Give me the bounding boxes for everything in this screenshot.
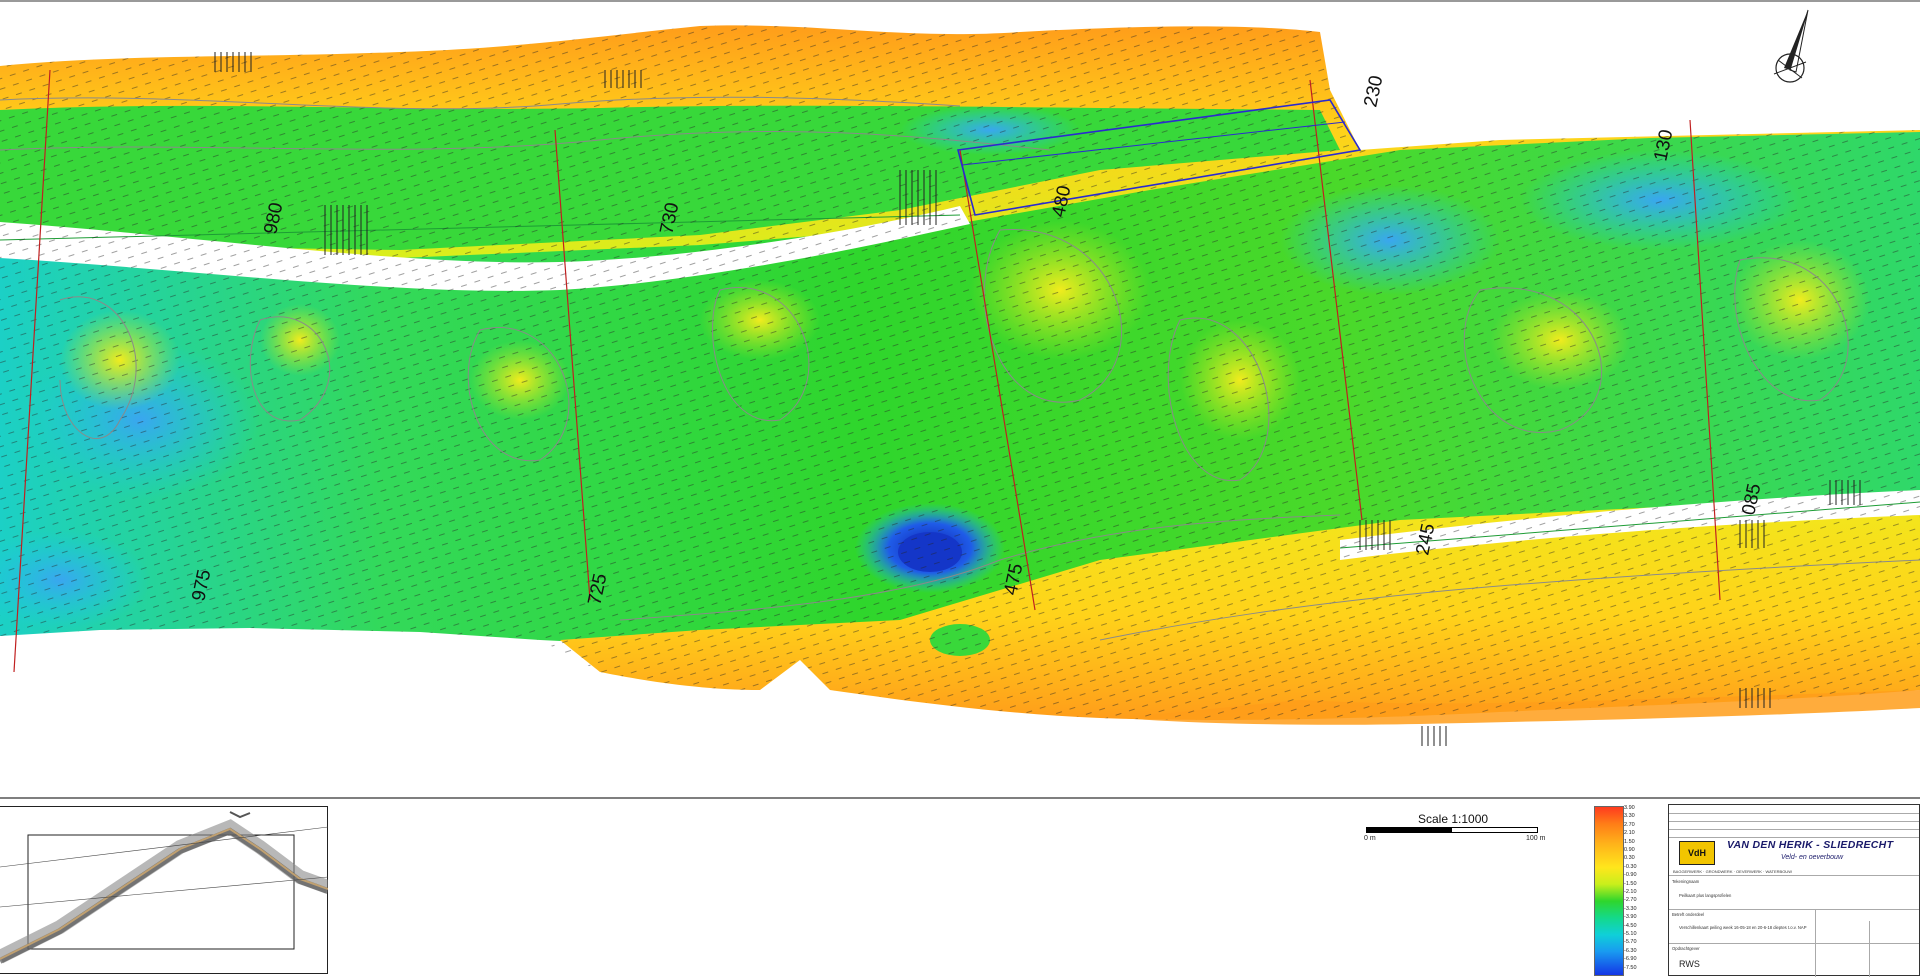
title-block: VdH VAN DEN HERIK - SLIEDRECHT Veld- en …: [1668, 804, 1920, 977]
client-name: RWS: [1679, 959, 1700, 969]
subject-label: Betreft onderdeel: [1672, 912, 1705, 917]
legend-value: 0.90: [1624, 847, 1635, 853]
legend-value: -3.90: [1624, 914, 1637, 921]
profile-label-230: 230: [1360, 74, 1387, 109]
legend-value: -0.90: [1624, 872, 1637, 879]
company-logo: VdH: [1679, 841, 1715, 865]
legend-value: -2.70: [1624, 897, 1637, 904]
legend-value: -5.10: [1624, 931, 1637, 937]
legend-value: -0.30: [1624, 863, 1637, 870]
legend-value: -4.50: [1624, 922, 1637, 929]
depth-legend-labels: 3.90 3.30 2.70 2.10 1.50 0.90 0.30 -0.30 -0.90 -1…: [1624, 805, 1664, 976]
legend-value: 3.30: [1624, 813, 1635, 820]
legend-value: 2.70: [1624, 821, 1635, 828]
north-arrow-icon: [1773, 9, 1809, 83]
scale-bar: [1366, 827, 1538, 833]
overview-inset-map: [0, 806, 331, 974]
subject-text: Verschillenkaart peiling week 16-05-18 e…: [1679, 925, 1807, 930]
legend-value: -7.50: [1624, 964, 1637, 971]
legend-value: -3.30: [1624, 905, 1637, 912]
scale-title: Scale 1:1000: [1418, 812, 1489, 826]
scale-right-label: 100 m: [1526, 835, 1546, 842]
company-name: VAN DEN HERIK - SLIEDRECHT: [1727, 839, 1894, 851]
company-subline: BAGGERWERK · GRONDWERK · OEVERWERK · WAT…: [1673, 869, 1792, 874]
legend-value: 3.90: [1624, 805, 1635, 811]
legend-value: -6.30: [1624, 947, 1637, 954]
scale-left-label: 0 m: [1364, 835, 1376, 842]
company-slogan: Veld- en oeverbouw: [1781, 854, 1844, 861]
bathymetry-map: 980 730 480 230 130 975 725 475 245 085: [0, 0, 1920, 799]
drawing-name: Peilkaart plus langsprofielen: [1679, 893, 1732, 898]
depth-legend-colorbar: [1594, 806, 1624, 976]
legend-value: -2.10: [1624, 889, 1637, 895]
legend-value: 0.30: [1624, 855, 1635, 862]
legend-value: 1.50: [1624, 838, 1635, 845]
legend-value: -1.50: [1624, 880, 1637, 887]
client-label: Opdrachtgever: [1672, 946, 1700, 951]
dredge-outline: [956, 99, 1362, 216]
legend-value: -6.90: [1624, 956, 1637, 963]
legend-value: -5.70: [1624, 939, 1637, 946]
drawing-label: Tekeningnaam: [1672, 879, 1700, 884]
legend-value: 2.10: [1624, 830, 1635, 837]
